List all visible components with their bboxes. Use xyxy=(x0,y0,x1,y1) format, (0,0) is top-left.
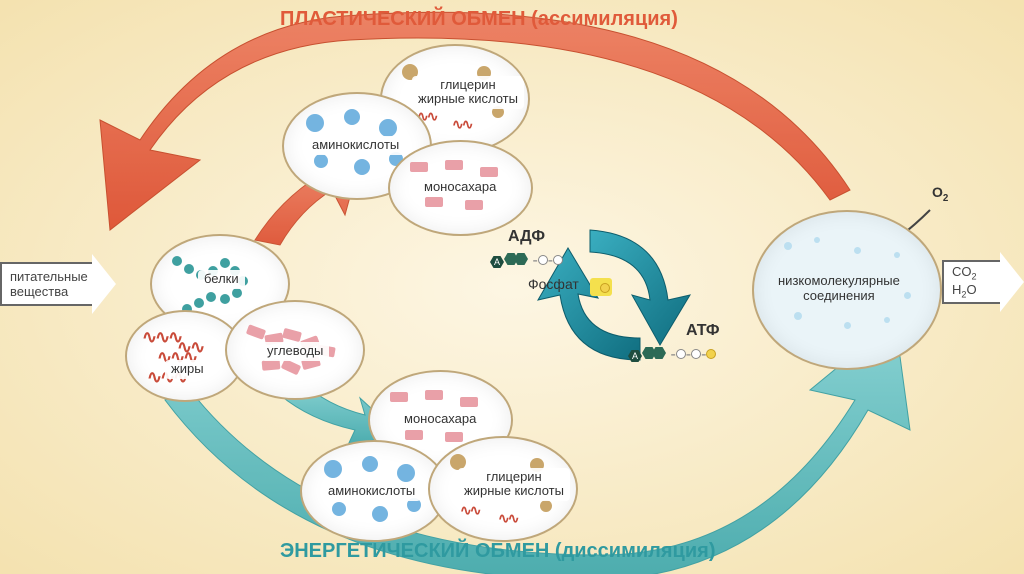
adp-molecule: А -- xyxy=(490,252,563,270)
cell-top-mono: моносахара xyxy=(388,140,533,236)
label-bot-amino: аминокислоты xyxy=(322,482,421,501)
label-top-amino: аминокислоты xyxy=(306,136,405,155)
input-arrow-nutrients: питательные вещества xyxy=(0,254,116,314)
cell-bot-amino: аминокислоты xyxy=(300,440,448,542)
cell-bot-glycerin: ∿∿ ∿∿ глицерин жирные кислоты xyxy=(428,436,578,542)
title-top: ПЛАСТИЧЕСКИЙ ОБМЕН (ассимиляция) xyxy=(280,8,678,31)
diagram-canvas: ПЛАСТИЧЕСКИЙ ОБМЕН (ассимиляция) ЭНЕРГЕТ… xyxy=(0,0,1024,574)
label-low-molecular: низкомолекулярные соединения xyxy=(772,272,906,306)
phosphate-label: Фосфат xyxy=(528,276,579,292)
cell-carbs: углеводы xyxy=(225,300,365,400)
output-arrow-products: CO2 H2O xyxy=(942,252,1024,312)
o2-label: O2 xyxy=(932,184,948,204)
atp-label: АТФ xyxy=(686,322,720,340)
adp-label: АДФ xyxy=(508,228,545,246)
label-top-glycerin: глицерин жирные кислоты xyxy=(412,76,524,109)
label-top-mono: моносахара xyxy=(418,178,502,197)
atp-molecule: А --- xyxy=(628,346,716,364)
label-bot-glycerin: глицерин жирные кислоты xyxy=(458,468,570,501)
cell-low-molecular: низкомолекулярные соединения xyxy=(752,210,942,370)
label-proteins: белки xyxy=(198,270,245,289)
output-co2: CO2 xyxy=(952,264,992,282)
label-fats: жиры xyxy=(165,360,210,379)
input-line1: питательные xyxy=(10,269,84,284)
phosphate-icon xyxy=(590,276,626,299)
label-carbs: углеводы xyxy=(261,342,329,361)
input-line2: вещества xyxy=(10,284,84,299)
output-h2o: H2O xyxy=(952,282,992,300)
title-bottom: ЭНЕРГЕТИЧЕСКИЙ ОБМЕН (диссимиляция) xyxy=(280,540,715,563)
label-bot-mono: моносахара xyxy=(398,410,482,429)
